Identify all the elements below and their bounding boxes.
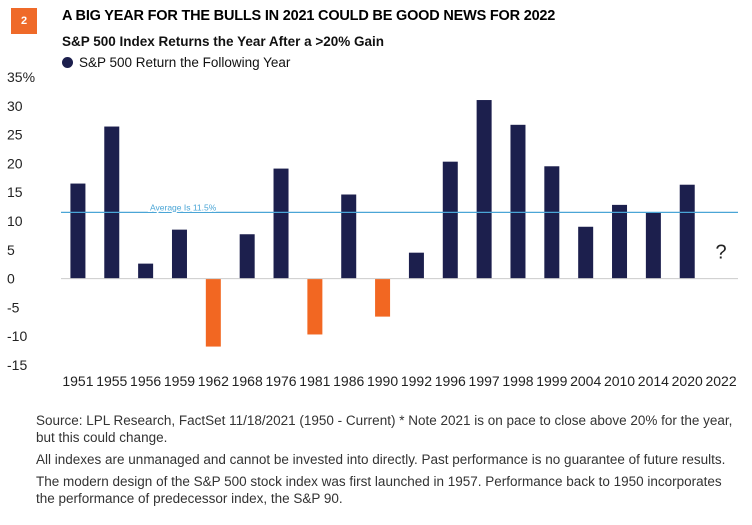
bar-1959 xyxy=(171,229,187,279)
y-tick-label: 30 xyxy=(7,98,23,114)
y-tick-label: 25 xyxy=(7,127,23,143)
bar-1968 xyxy=(239,234,255,279)
bar-1999 xyxy=(544,166,560,279)
bar-1976 xyxy=(273,168,289,279)
x-tick-label: 1951 xyxy=(62,373,93,389)
x-tick-label: 2010 xyxy=(604,373,635,389)
x-tick-label: 1996 xyxy=(435,373,466,389)
x-tick-label: 1959 xyxy=(164,373,195,389)
y-tick-label: 35% xyxy=(7,69,35,85)
average-label: Average Is 11.5% xyxy=(150,202,217,212)
bar-2004 xyxy=(578,226,594,279)
bar-1996 xyxy=(442,161,458,279)
y-tick-label: -10 xyxy=(7,328,27,344)
y-tick-label: 15 xyxy=(7,184,23,200)
x-tick-label: 1981 xyxy=(299,373,330,389)
bar-1997 xyxy=(476,100,492,279)
x-tick-label: 2014 xyxy=(638,373,669,389)
x-tick-label: 2020 xyxy=(672,373,703,389)
bar-1990 xyxy=(375,278,391,317)
footnotes: Source: LPL Research, FactSet 11/18/2021… xyxy=(36,412,742,512)
y-tick-label: 0 xyxy=(7,271,15,287)
pending-value-marker: ? xyxy=(716,241,727,263)
y-tick-label: 10 xyxy=(7,213,23,229)
bar-1998 xyxy=(510,124,526,279)
y-axis: -15 -10 -5 0 5 10 15 20 25 30 35% xyxy=(7,69,35,373)
methodology-note: The modern design of the S&P 500 stock i… xyxy=(36,474,722,506)
disclaimer-note: All indexes are unmanaged and cannot be … xyxy=(36,452,726,467)
source-note: Source: LPL Research, FactSet 11/18/2021… xyxy=(36,413,733,445)
bar-1956 xyxy=(138,263,154,279)
figure-number-badge: 2 xyxy=(11,8,37,34)
x-tick-label: 1986 xyxy=(333,373,364,389)
y-tick-label: -15 xyxy=(7,357,27,373)
x-tick-label: 1999 xyxy=(536,373,567,389)
x-tick-label: 1998 xyxy=(502,373,533,389)
y-tick-label: 20 xyxy=(7,155,23,171)
legend-marker xyxy=(62,57,73,68)
x-tick-label: 1955 xyxy=(96,373,127,389)
bar-2020 xyxy=(679,184,695,279)
y-tick-label: 5 xyxy=(7,242,15,258)
x-tick-label: 1992 xyxy=(401,373,432,389)
bar-1986 xyxy=(341,194,357,279)
chart-subtitle: S&P 500 Index Returns the Year After a >… xyxy=(62,34,385,49)
bar-1955 xyxy=(104,126,120,279)
x-tick-label: 2022 xyxy=(705,373,736,389)
x-tick-label: 1962 xyxy=(198,373,229,389)
bar-1981 xyxy=(307,278,323,335)
y-tick-label: -5 xyxy=(7,299,20,315)
bar-1992 xyxy=(408,252,424,279)
legend-label: S&P 500 Return the Following Year xyxy=(79,55,291,70)
bar-chart: -15 -10 -5 0 5 10 15 20 25 30 35% Average Is 11.5%… xyxy=(7,69,738,389)
bars xyxy=(70,100,695,347)
x-tick-label: 1990 xyxy=(367,373,398,389)
x-tick-label: 1968 xyxy=(232,373,263,389)
legend: S&P 500 Return the Following Year xyxy=(62,55,290,70)
bar-2010 xyxy=(612,204,628,279)
bar-1962 xyxy=(205,278,221,347)
x-tick-label: 2004 xyxy=(570,373,601,389)
bar-1951 xyxy=(70,183,86,279)
chart-title: A BIG YEAR FOR THE BULLS IN 2021 COULD B… xyxy=(62,8,556,24)
x-tick-label: 1976 xyxy=(265,373,296,389)
x-tick-label: 1956 xyxy=(130,373,161,389)
bar-2014 xyxy=(645,212,661,279)
x-tick-label: 1997 xyxy=(469,373,500,389)
x-axis: 1951 1955 1956 1959 1962 1968 1976 1981 1986 1990… xyxy=(62,373,737,389)
